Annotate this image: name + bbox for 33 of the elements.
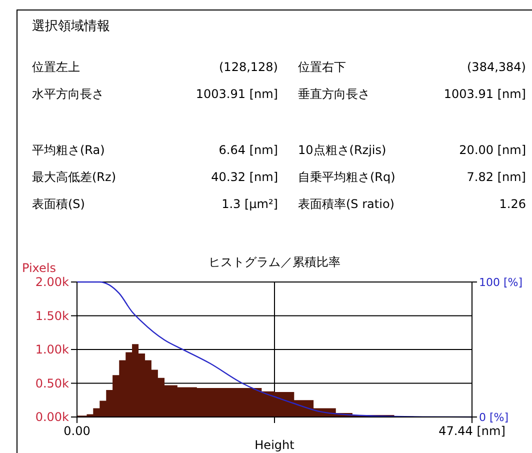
- y-tick-label: 1.50k: [35, 308, 70, 323]
- text: 自乗平均粗さ(Rq): [298, 170, 396, 184]
- y-axis-title: Pixels: [22, 261, 56, 275]
- text: 位置左上: [32, 60, 80, 74]
- y-tick-label: 1.00k: [35, 342, 70, 357]
- text: (128,128): [219, 60, 278, 74]
- text: 選択領域情報: [32, 19, 110, 34]
- y2-tick-label: 100 [%]: [479, 276, 523, 289]
- text: 位置右下: [298, 60, 346, 74]
- y-tick-label: 2.00k: [35, 275, 70, 290]
- text: 1003.91 [nm]: [444, 87, 526, 101]
- y-tick-label: 0.00k: [35, 410, 70, 424]
- text: 最大高低差(Rz): [32, 170, 116, 184]
- text: 表面積(S): [32, 197, 85, 211]
- x-axis-title: Height: [254, 438, 295, 452]
- text: 10点粗さ(Rzjis): [298, 143, 386, 157]
- text: 垂直方向長さ: [298, 87, 370, 101]
- text: 水平方向長さ: [32, 87, 104, 101]
- text: 40.32 [nm]: [211, 170, 278, 184]
- text: 7.82 [nm]: [466, 170, 526, 184]
- text: 20.00 [nm]: [459, 143, 526, 157]
- text: 表面積率(S ratio): [298, 197, 394, 211]
- text: 1.26: [499, 197, 526, 211]
- text: 1.3 [µm²]: [222, 197, 278, 211]
- y-tick-label: 0.50k: [35, 376, 70, 390]
- chart-title: ヒストグラム／累積比率: [208, 255, 340, 269]
- text: 1003.91 [nm]: [196, 87, 278, 101]
- x-tick-label: 47.44 [nm]: [438, 424, 506, 438]
- y2-tick-label: 0 [%]: [479, 410, 509, 424]
- x-tick-label: 0.00: [64, 424, 90, 438]
- text: 平均粗さ(Ra): [32, 143, 105, 157]
- text: (384,384): [467, 60, 526, 74]
- text: 6.64 [nm]: [218, 143, 278, 157]
